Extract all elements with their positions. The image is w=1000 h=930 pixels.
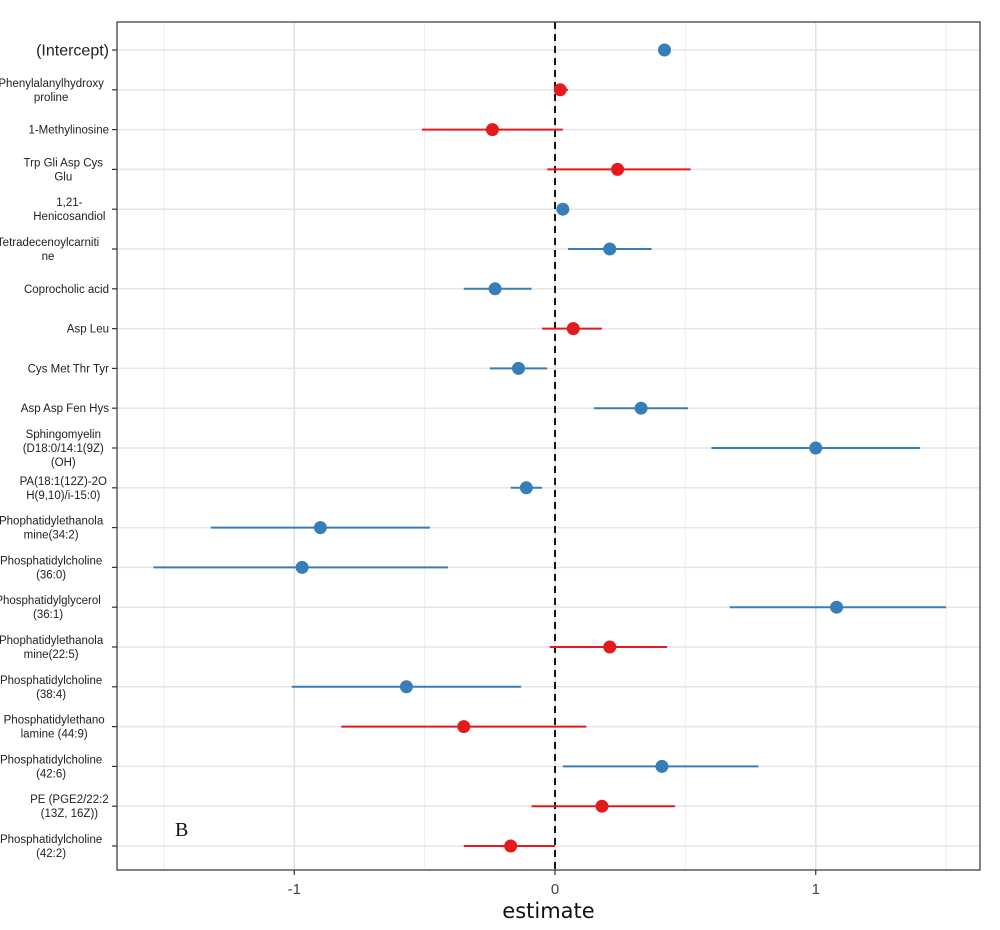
estimate-point bbox=[457, 720, 471, 734]
y-tick-label-line: (D18:0/14:1(9Z) bbox=[23, 443, 104, 455]
y-tick-label: Phophatidylethanola mine(22:5) bbox=[0, 635, 104, 661]
y-tick-label-line: (36:0) bbox=[36, 569, 66, 581]
y-tick-label: Coprocholic acid bbox=[24, 284, 109, 296]
y-tick-label: Asp Leu bbox=[67, 324, 109, 336]
y-tick-label: 1,21- Henicosandiol bbox=[33, 197, 105, 223]
y-tick-label: Phosphatidylglycerol (36:1) bbox=[0, 595, 101, 621]
estimate-point bbox=[519, 481, 533, 495]
y-tick-label-line: (OH) bbox=[51, 457, 76, 469]
y-tick-label: Phosphatidylethano lamine (44:9) bbox=[4, 715, 105, 741]
x-axis-label: estimate bbox=[502, 899, 594, 923]
y-tick-label: Sphingomyelin (D18:0/14:1(9Z) (OH) bbox=[23, 429, 104, 469]
y-tick-label-line: Phosphatidylcholine bbox=[0, 754, 102, 766]
y-tick-label-line: (36:1) bbox=[33, 609, 63, 621]
plot-panel bbox=[117, 22, 980, 870]
y-tick-label-line: Cys Met Thr Tyr bbox=[28, 363, 110, 375]
y-tick-label-line: Coprocholic acid bbox=[24, 284, 109, 296]
estimate-point bbox=[830, 600, 844, 614]
estimate-point bbox=[295, 560, 309, 574]
estimate-points bbox=[295, 43, 844, 853]
y-tick-label: Phosphatidylcholine (38:4) bbox=[0, 675, 102, 701]
y-tick-label: PE (PGE2/22:2 (13Z, 16Z)) bbox=[30, 794, 109, 820]
estimate-point bbox=[603, 242, 617, 256]
y-tick-label: (Intercept) bbox=[36, 43, 109, 60]
estimate-point bbox=[485, 123, 499, 137]
estimate-point bbox=[595, 799, 609, 813]
y-tick-label-line: H(9,10)/i-15:0) bbox=[26, 490, 100, 502]
estimate-point bbox=[603, 640, 617, 654]
estimate-point bbox=[488, 282, 502, 296]
y-tick-label-line: Sphingomyelin bbox=[26, 429, 101, 441]
estimate-point bbox=[634, 401, 648, 415]
y-tick-label-line: Asp Leu bbox=[67, 324, 109, 336]
x-tick-label: -1 bbox=[288, 881, 301, 898]
y-tick-label-line: Henicosandiol bbox=[33, 211, 105, 223]
y-tick-label-line: mine(22:5) bbox=[24, 649, 79, 661]
panel-label: B bbox=[175, 819, 188, 841]
estimate-point bbox=[313, 521, 327, 535]
y-tick-label-line: 1-Methylinosine bbox=[28, 125, 109, 137]
y-tick-label-line: Phophatidylethanola bbox=[0, 516, 104, 528]
y-tick-label-line: (42:6) bbox=[36, 768, 66, 780]
y-tick-label: Phophatidylethanola mine(34:2) bbox=[0, 516, 104, 542]
y-tick-label: 1-Methylinosine bbox=[28, 125, 109, 137]
estimate-point bbox=[655, 759, 669, 773]
y-tick-label: Phosphatidylcholine (42:2) bbox=[0, 834, 102, 860]
y-axis-labels: (Intercept) Phenylalanylhydroxy proline 1-M… bbox=[0, 43, 109, 860]
y-tick-label-line: Phosphatidylethano bbox=[4, 715, 105, 727]
y-tick-label: Phosphatidylcholine (36:0) bbox=[0, 555, 102, 581]
y-axis-ticks bbox=[112, 49, 117, 847]
estimate-point bbox=[512, 361, 526, 375]
estimate-point bbox=[658, 43, 672, 57]
y-tick-label-line: Tetradecenoylcarniti bbox=[0, 237, 99, 249]
y-tick-label-line: PA(18:1(12Z)-2O bbox=[20, 476, 107, 488]
y-tick-label-line: Phosphatidylcholine bbox=[0, 555, 102, 567]
y-tick-label-line: (13Z, 16Z)) bbox=[41, 808, 99, 820]
y-tick-label-line: 1,21- bbox=[56, 197, 82, 209]
y-tick-label-line: proline bbox=[34, 92, 69, 104]
y-tick-label-line: (38:4) bbox=[36, 689, 66, 701]
y-tick-label-line: Glu bbox=[54, 171, 72, 183]
y-tick-label-line: Phenylalanylhydroxy bbox=[0, 78, 104, 90]
y-tick-label: Trp Gli Asp Cys Glu bbox=[24, 157, 104, 183]
x-axis-ticks: -1 0 1 bbox=[288, 870, 820, 898]
y-tick-label-line: Asp Asp Fen Hys bbox=[21, 403, 109, 415]
y-tick-label-line: (42:2) bbox=[36, 848, 66, 860]
estimate-point bbox=[399, 680, 413, 694]
y-tick-label: Asp Asp Fen Hys bbox=[21, 403, 109, 415]
estimate-point bbox=[556, 202, 570, 216]
y-tick-label-line: PE (PGE2/22:2 bbox=[30, 794, 109, 806]
y-tick-label: Phenylalanylhydroxy proline bbox=[0, 78, 104, 104]
y-tick-label: Cys Met Thr Tyr bbox=[28, 363, 110, 375]
y-tick-label-line: Phophatidylethanola bbox=[0, 635, 104, 647]
y-tick-label-line: Trp Gli Asp Cys bbox=[24, 157, 104, 169]
plot-border bbox=[116, 21, 981, 871]
estimate-point bbox=[504, 839, 518, 853]
y-tick-label-line: Phosphatidylcholine bbox=[0, 834, 102, 846]
y-tick-label-line: lamine (44:9) bbox=[21, 729, 88, 741]
estimate-point bbox=[553, 83, 567, 97]
estimate-point bbox=[809, 441, 823, 455]
y-tick-label-line: (Intercept) bbox=[36, 43, 109, 60]
y-tick-label-line: mine(34:2) bbox=[24, 530, 79, 542]
estimate-point bbox=[566, 322, 580, 336]
y-tick-label: Tetradecenoylcarniti ne bbox=[0, 237, 99, 263]
y-tick-label-line: Phosphatidylcholine bbox=[0, 675, 102, 687]
y-tick-label: PA(18:1(12Z)-2O H(9,10)/i-15:0) bbox=[20, 476, 107, 502]
estimate-point bbox=[611, 162, 625, 176]
y-tick-label: Phosphatidylcholine (42:6) bbox=[0, 754, 102, 780]
x-tick-label: 0 bbox=[551, 881, 559, 898]
x-tick-label: 1 bbox=[812, 881, 820, 898]
y-tick-label-line: ne bbox=[42, 251, 55, 263]
y-tick-label-line: Phosphatidylglycerol bbox=[0, 595, 101, 607]
